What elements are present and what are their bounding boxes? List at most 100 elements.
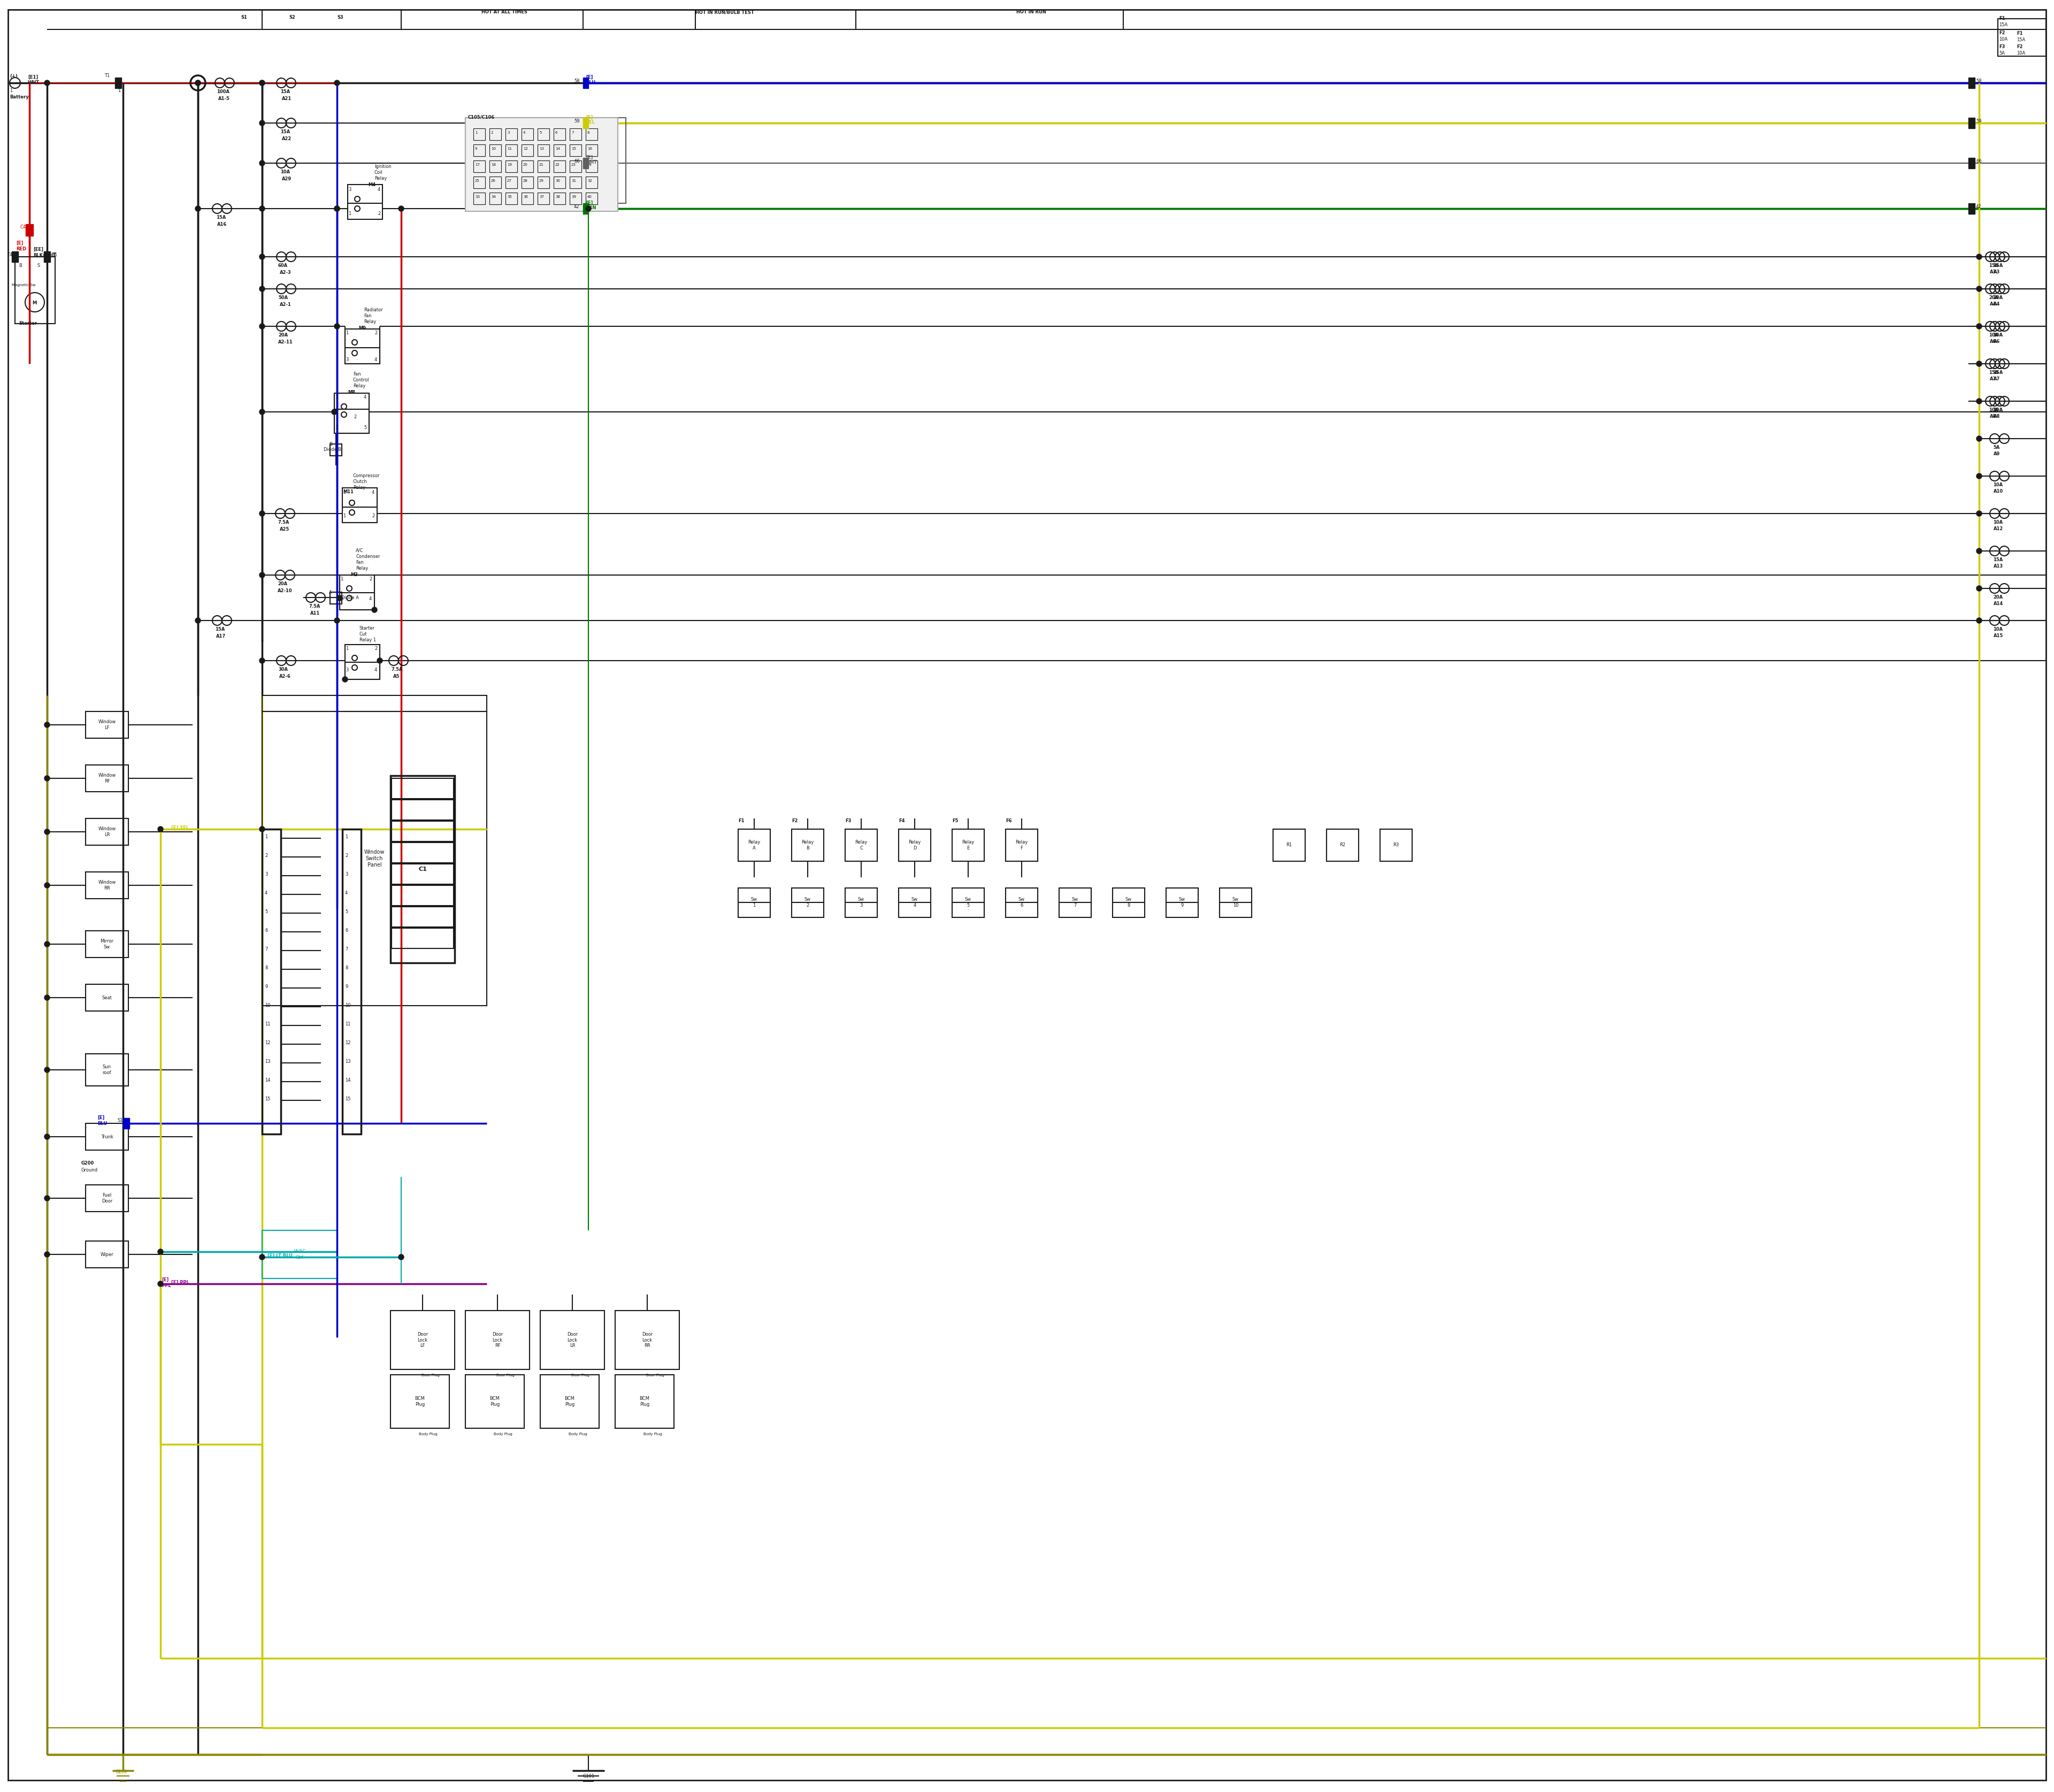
- Text: 1: 1: [10, 88, 12, 93]
- Text: A2-1: A2-1: [279, 303, 292, 306]
- Text: Relay
B: Relay B: [801, 840, 813, 851]
- Text: F3: F3: [844, 819, 850, 823]
- Text: PPL: PPL: [162, 1283, 170, 1288]
- Text: Relay: Relay: [355, 566, 368, 572]
- Bar: [489, 192, 501, 204]
- Bar: [953, 830, 984, 862]
- Text: 1: 1: [12, 256, 14, 260]
- Text: F2: F2: [1999, 30, 2005, 36]
- Text: 10A: 10A: [1992, 520, 2003, 525]
- Bar: [345, 330, 380, 364]
- Circle shape: [259, 658, 265, 663]
- Bar: [466, 1374, 524, 1428]
- Text: A13: A13: [1994, 564, 2003, 568]
- Text: 1: 1: [335, 409, 337, 414]
- Bar: [263, 1231, 337, 1278]
- Text: Fan: Fan: [353, 371, 362, 376]
- Text: Clutch: Clutch: [353, 478, 368, 484]
- Bar: [1006, 830, 1037, 862]
- Text: 32: 32: [587, 179, 592, 183]
- Bar: [14, 256, 55, 324]
- Bar: [844, 830, 877, 862]
- Text: Coil: Coil: [374, 170, 382, 176]
- Text: 4: 4: [374, 357, 378, 362]
- Circle shape: [45, 830, 49, 835]
- Text: Wiper: Wiper: [101, 1253, 113, 1256]
- Bar: [263, 711, 487, 1005]
- Circle shape: [45, 883, 49, 889]
- Text: G200: G200: [115, 1769, 127, 1774]
- Circle shape: [195, 206, 201, 211]
- Bar: [489, 161, 501, 172]
- Text: A21: A21: [281, 97, 292, 100]
- Bar: [12, 251, 18, 262]
- Circle shape: [45, 1195, 49, 1201]
- Text: 11: 11: [345, 1021, 351, 1027]
- Circle shape: [45, 81, 49, 86]
- Bar: [522, 129, 534, 140]
- Circle shape: [343, 677, 347, 683]
- Text: 13: 13: [265, 1059, 271, 1064]
- Text: 15A: 15A: [1999, 23, 2007, 27]
- Text: 4: 4: [372, 489, 374, 495]
- Text: C406: C406: [21, 224, 33, 229]
- Circle shape: [1976, 586, 1982, 591]
- Bar: [390, 1310, 454, 1369]
- Circle shape: [259, 324, 265, 330]
- Circle shape: [45, 1253, 49, 1256]
- Text: [E] PPL: [E] PPL: [170, 1279, 189, 1285]
- Text: 30: 30: [555, 179, 561, 183]
- Text: 15: 15: [345, 1097, 351, 1102]
- Bar: [1006, 889, 1037, 918]
- Bar: [339, 575, 374, 609]
- Circle shape: [259, 206, 265, 211]
- Text: Starter: Starter: [18, 321, 37, 326]
- Text: 11: 11: [507, 147, 511, 151]
- Text: 15A: 15A: [216, 215, 226, 220]
- Circle shape: [1976, 511, 1982, 516]
- Text: Ignition: Ignition: [374, 165, 392, 168]
- Bar: [489, 145, 501, 156]
- Text: 7.5A: 7.5A: [392, 667, 403, 672]
- Text: A6: A6: [1990, 339, 1996, 344]
- Circle shape: [45, 1134, 49, 1140]
- Bar: [1968, 118, 1974, 129]
- Bar: [614, 1374, 674, 1428]
- Text: 20A: 20A: [1992, 595, 2003, 600]
- Text: Radiator: Radiator: [364, 308, 382, 312]
- Text: 36: 36: [524, 195, 528, 199]
- Text: 2: 2: [353, 414, 357, 419]
- Text: 5A: 5A: [1992, 444, 2001, 450]
- Text: 2: 2: [265, 853, 267, 858]
- Text: 25: 25: [474, 179, 481, 183]
- Text: 15A: 15A: [1992, 557, 2003, 563]
- Text: 10A: 10A: [1992, 407, 2003, 412]
- Circle shape: [45, 995, 49, 1000]
- Circle shape: [1976, 618, 1982, 624]
- Text: 10A: 10A: [2017, 50, 2025, 56]
- Circle shape: [1976, 548, 1982, 554]
- Bar: [555, 161, 565, 172]
- Text: A2-10: A2-10: [277, 588, 292, 593]
- Text: 6: 6: [345, 928, 347, 934]
- Text: 2: 2: [372, 514, 374, 518]
- Bar: [1167, 889, 1197, 918]
- Text: [E]: [E]: [585, 115, 594, 120]
- Text: Relay: Relay: [364, 319, 376, 324]
- Text: 23: 23: [571, 163, 575, 167]
- Circle shape: [195, 618, 201, 624]
- Text: Sw
1: Sw 1: [752, 898, 758, 907]
- Text: 4: 4: [370, 597, 372, 602]
- Text: 2: 2: [374, 647, 378, 650]
- Bar: [555, 129, 565, 140]
- Text: Fan: Fan: [364, 314, 372, 319]
- Text: A17: A17: [216, 634, 226, 638]
- Text: 15A: 15A: [216, 627, 224, 633]
- Text: Window
Switch
Panel: Window Switch Panel: [364, 849, 384, 867]
- Text: [E]: [E]: [585, 156, 594, 159]
- Text: 3: 3: [345, 668, 349, 672]
- Bar: [123, 1118, 129, 1129]
- Text: 15A: 15A: [279, 90, 290, 95]
- Text: 5: 5: [265, 909, 267, 914]
- Text: 15A: 15A: [279, 129, 290, 134]
